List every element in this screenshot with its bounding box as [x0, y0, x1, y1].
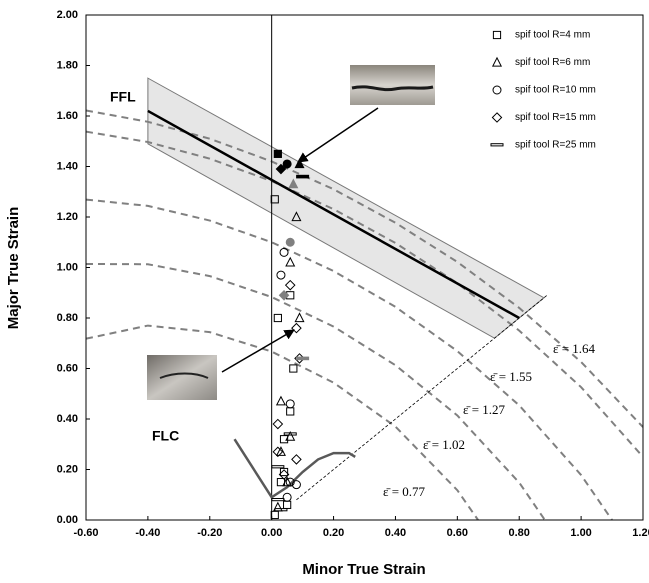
y-tick-label: 0.20 — [57, 463, 78, 475]
point — [294, 312, 305, 323]
point — [284, 279, 296, 291]
point — [278, 289, 290, 301]
legend-label: spif tool R=4 mm — [515, 30, 590, 41]
y-tick-label: 0.00 — [57, 514, 78, 526]
legend-label: spif tool R=15 mm — [515, 112, 596, 123]
iso-strain-curve — [86, 109, 643, 428]
point — [279, 467, 289, 477]
point — [274, 508, 288, 512]
point — [289, 364, 298, 373]
point — [288, 178, 299, 189]
point — [291, 480, 301, 490]
y-tick-label: 1.40 — [57, 160, 78, 172]
point — [270, 510, 279, 520]
point — [272, 418, 284, 430]
point — [271, 498, 285, 502]
point — [273, 313, 282, 323]
x-tick-label: 1.00 — [570, 527, 591, 539]
x-tick-label: 0.20 — [323, 527, 344, 539]
legend-label: spif tool R=25 mm — [515, 140, 596, 151]
point — [275, 446, 286, 456]
point — [282, 492, 292, 502]
point — [286, 407, 295, 416]
legend-marker — [491, 112, 503, 123]
point — [273, 149, 282, 158]
legend-label: spif tool R=6 mm — [515, 57, 590, 68]
x-tick-label: 1.20 — [632, 527, 649, 539]
point — [291, 322, 302, 334]
diagonal-line — [296, 294, 548, 501]
point — [270, 195, 279, 204]
iso-strain-label: ε̄ = 1.27 — [463, 402, 506, 417]
iso-strain-label: ε̄ = 1.55 — [490, 369, 532, 384]
point — [294, 158, 305, 169]
y-tick-label: 0.60 — [57, 362, 78, 374]
point — [279, 247, 289, 257]
legend-marker — [492, 85, 502, 95]
point — [282, 159, 292, 169]
iso-strain-label: ε̄ = 0.77 — [383, 484, 426, 499]
plot-area — [86, 15, 643, 520]
y-tick-label: 1.00 — [57, 261, 78, 273]
point — [285, 399, 295, 409]
photo-upper — [297, 65, 435, 163]
point — [282, 476, 293, 487]
point — [285, 237, 295, 247]
point — [278, 469, 290, 480]
iso-strain-curve — [86, 324, 479, 520]
point — [296, 356, 310, 361]
y-tick-label: 1.60 — [57, 110, 78, 122]
x-tick-label: 0.60 — [447, 527, 468, 539]
x-tick-label: -0.60 — [73, 527, 98, 539]
y-tick-label: 0.40 — [57, 413, 78, 425]
point — [285, 430, 296, 441]
curve-label: FLC — [152, 428, 179, 444]
y-tick-label: 1.80 — [57, 59, 78, 71]
legend-marker — [491, 56, 503, 67]
point — [291, 454, 302, 465]
point — [276, 270, 286, 280]
x-tick-label: -0.40 — [135, 527, 160, 539]
y-tick-label: 1.20 — [57, 211, 78, 223]
point — [271, 465, 285, 469]
point — [272, 446, 284, 458]
legend-label: spif tool R=10 mm — [515, 85, 596, 96]
point — [296, 174, 310, 179]
y-axis-title: Major True Strain — [5, 207, 22, 330]
curve-label: FFL — [110, 89, 136, 105]
point — [279, 435, 289, 444]
legend-marker — [492, 30, 502, 40]
iso-strain-label: ε̄ = 1.64 — [553, 341, 596, 356]
y-tick-label: 2.00 — [57, 9, 78, 21]
curve-line — [233, 438, 356, 500]
x-tick-label: 0.40 — [385, 527, 406, 539]
iso-strain-label: ε̄ = 1.02 — [423, 437, 465, 452]
point — [285, 256, 296, 267]
y-tick-label: 0.80 — [57, 312, 78, 324]
curve-line — [147, 109, 520, 320]
iso-strain-curve — [86, 130, 643, 458]
point — [285, 477, 295, 487]
x-tick-label: -0.20 — [197, 527, 222, 539]
point — [291, 211, 302, 222]
point — [275, 395, 286, 406]
x-tick-label: 0.00 — [261, 527, 282, 539]
legend-marker — [490, 143, 504, 147]
point — [275, 163, 287, 175]
x-axis-title: Minor True Strain — [302, 561, 425, 578]
point — [283, 432, 297, 436]
iso-strain-curve — [86, 262, 546, 520]
point — [283, 500, 292, 509]
x-tick-label: 0.80 — [509, 527, 530, 539]
photo-lower — [147, 329, 295, 400]
